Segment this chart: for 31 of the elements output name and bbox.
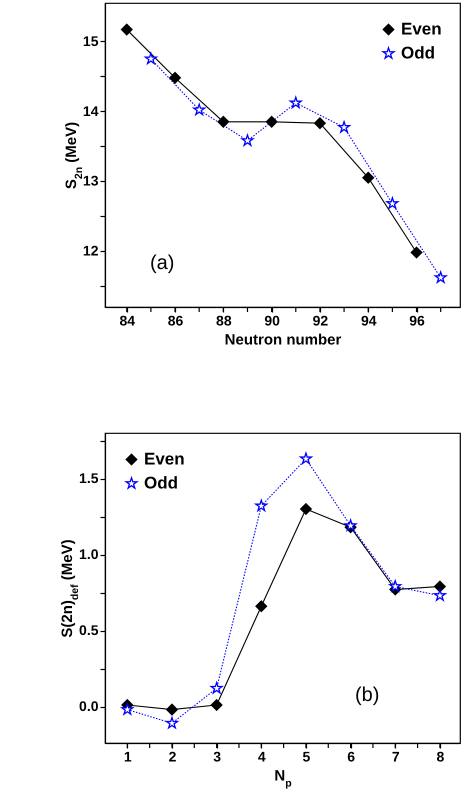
x-tick-label: 4	[258, 748, 266, 764]
x-tick-label: 90	[264, 312, 280, 328]
x-tick-label: 3	[213, 748, 222, 764]
x-tick-label: 1	[124, 748, 132, 764]
x-tick-label: 92	[312, 312, 328, 328]
x-tick-label: 6	[347, 748, 356, 764]
y-tick-label: 14	[82, 102, 99, 119]
y-tick-label: 1.0	[79, 546, 99, 562]
x-axis-title: Neutron number	[224, 332, 342, 348]
legend-label: Odd	[401, 44, 435, 62]
x-tick-label: 2	[168, 748, 177, 764]
y-tick-label: 1.5	[79, 470, 99, 486]
x-tick-label: 5	[302, 748, 311, 764]
y-tick-label: 0.0	[79, 698, 99, 714]
x-tick-label: 96	[409, 312, 426, 328]
y-tick-label: 0.5	[79, 622, 99, 638]
y-tick-label: 13	[82, 172, 99, 189]
x-tick-label: 94	[360, 312, 377, 328]
y-tick-label: 12	[82, 242, 99, 259]
x-tick-label: 88	[216, 312, 232, 328]
x-tick-label: 86	[168, 312, 184, 328]
legend-label: Odd	[144, 474, 178, 492]
legend-label: Even	[401, 20, 442, 38]
legend-label: Even	[144, 450, 185, 468]
x-tick-label: 8	[436, 748, 445, 764]
x-tick-label: 84	[119, 312, 136, 328]
x-axis-title: N$_{p}$	[274, 768, 292, 790]
x-tick-label: 7	[392, 748, 400, 764]
y-tick-label: 15	[82, 32, 99, 49]
annotation: (a)	[150, 252, 174, 274]
annotation: (b)	[355, 684, 380, 706]
